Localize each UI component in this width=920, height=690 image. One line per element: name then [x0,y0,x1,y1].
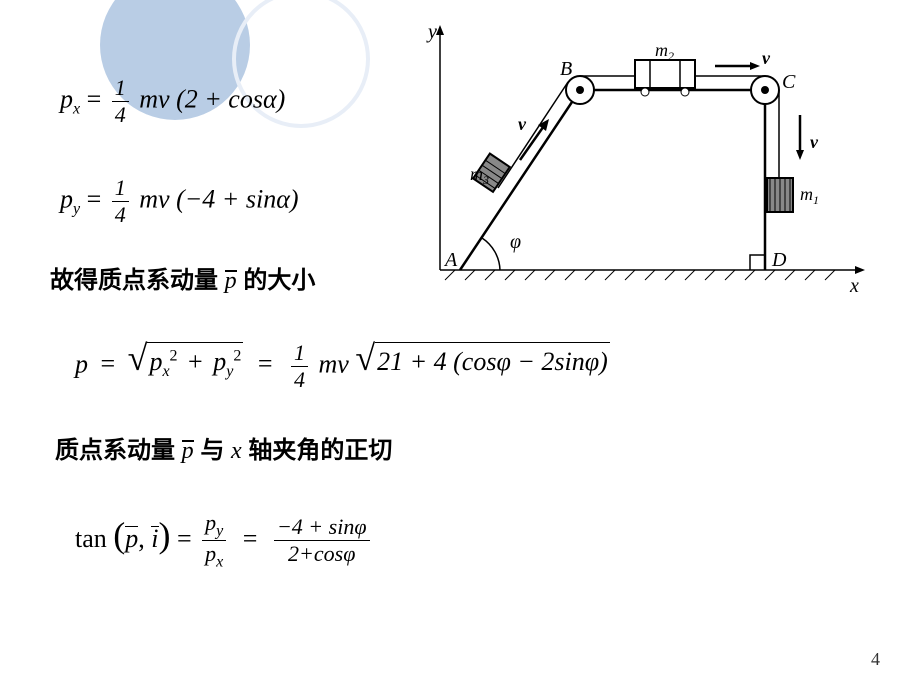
svg-text:x: x [849,275,859,297]
equals: = [87,84,102,113]
eq2: = [258,349,273,378]
equation-py: py = 14 mv (−4 + sinα) [60,175,299,228]
equation-tangent: tan (p, i) = py px = −4 + sinφ 2+cosφ [75,510,374,572]
eq2: = [243,524,258,553]
equals: = [87,184,102,213]
sym-p2: p [182,438,194,465]
sym-x: x [231,438,242,464]
svg-text:C: C [782,71,796,93]
svg-text:B: B [560,58,572,80]
f2d: 2+cosφ [274,540,370,567]
diagram-svg: y x A B C D φ m1 m2 m3 v v v [420,20,870,300]
eq1: = [177,524,192,553]
sub-x: x [73,101,80,118]
equation-px: px = 14 mv (2 + cosα) [60,75,285,128]
num: 1 [112,175,129,201]
svg-text:y: y [426,21,437,43]
tan-fn: tan [75,524,107,553]
num: 1 [112,75,129,101]
f1ds: x [216,554,223,571]
var-p: p [75,349,88,378]
num: 1 [291,340,308,366]
t2a: 质点系动量 [55,437,182,464]
equation-p-magnitude: p = √ px2 + py2 = 14 mv √21 + 4 (cosφ − … [75,340,610,393]
mv: mv [319,349,349,378]
slide-content: px = 14 mv (2 + cosα) py = 14 mv (−4 + s… [0,0,920,690]
body: mv (2 + cosα) [139,84,285,113]
svg-text:D: D [771,249,787,271]
ras: x [162,364,169,381]
var-p: p [60,84,73,113]
rau: 2 [170,348,178,365]
rb: p [213,347,226,376]
den: 4 [112,201,129,228]
svg-text:m2: m2 [655,40,674,63]
svg-text:v: v [518,114,527,134]
root2: 21 + 4 (cosφ − 2sinφ) [375,342,610,377]
svg-text:m1: m1 [800,184,819,207]
page-number: 4 [871,649,880,670]
f1nv: p [205,510,216,535]
f1dv: p [205,541,216,566]
rbs: y [226,364,233,381]
svg-text:v: v [762,48,771,68]
mechanics-diagram: y x A B C D φ m1 m2 m3 v v v [420,20,870,300]
text-a: 故得质点系动量 [50,267,225,294]
den: 4 [291,366,308,393]
eq1: = [101,349,116,378]
arg-p: p [125,524,138,554]
label-tangent: 质点系动量 p 与 x 轴夹角的正切 [55,430,392,465]
plus: + [188,347,203,376]
sym-pbar: p [225,268,237,295]
arg-i: i [151,524,158,554]
body: mv (−4 + sinα) [139,184,298,213]
sub-y: y [73,201,80,218]
var-p: p [60,184,73,213]
ra: p [149,347,162,376]
svg-text:A: A [443,249,458,271]
f2n: −4 + sinφ [274,514,370,540]
text-b: 的大小 [237,267,316,294]
svg-text:φ: φ [510,231,521,253]
f1ns: y [216,522,223,539]
rbu: 2 [233,348,241,365]
den: 4 [112,101,129,128]
t2c: 轴夹角的正切 [242,437,393,464]
t2b: 与 [194,437,231,464]
label-momentum-magnitude: 故得质点系动量 p 的大小 [50,260,315,295]
svg-text:v: v [810,132,819,152]
